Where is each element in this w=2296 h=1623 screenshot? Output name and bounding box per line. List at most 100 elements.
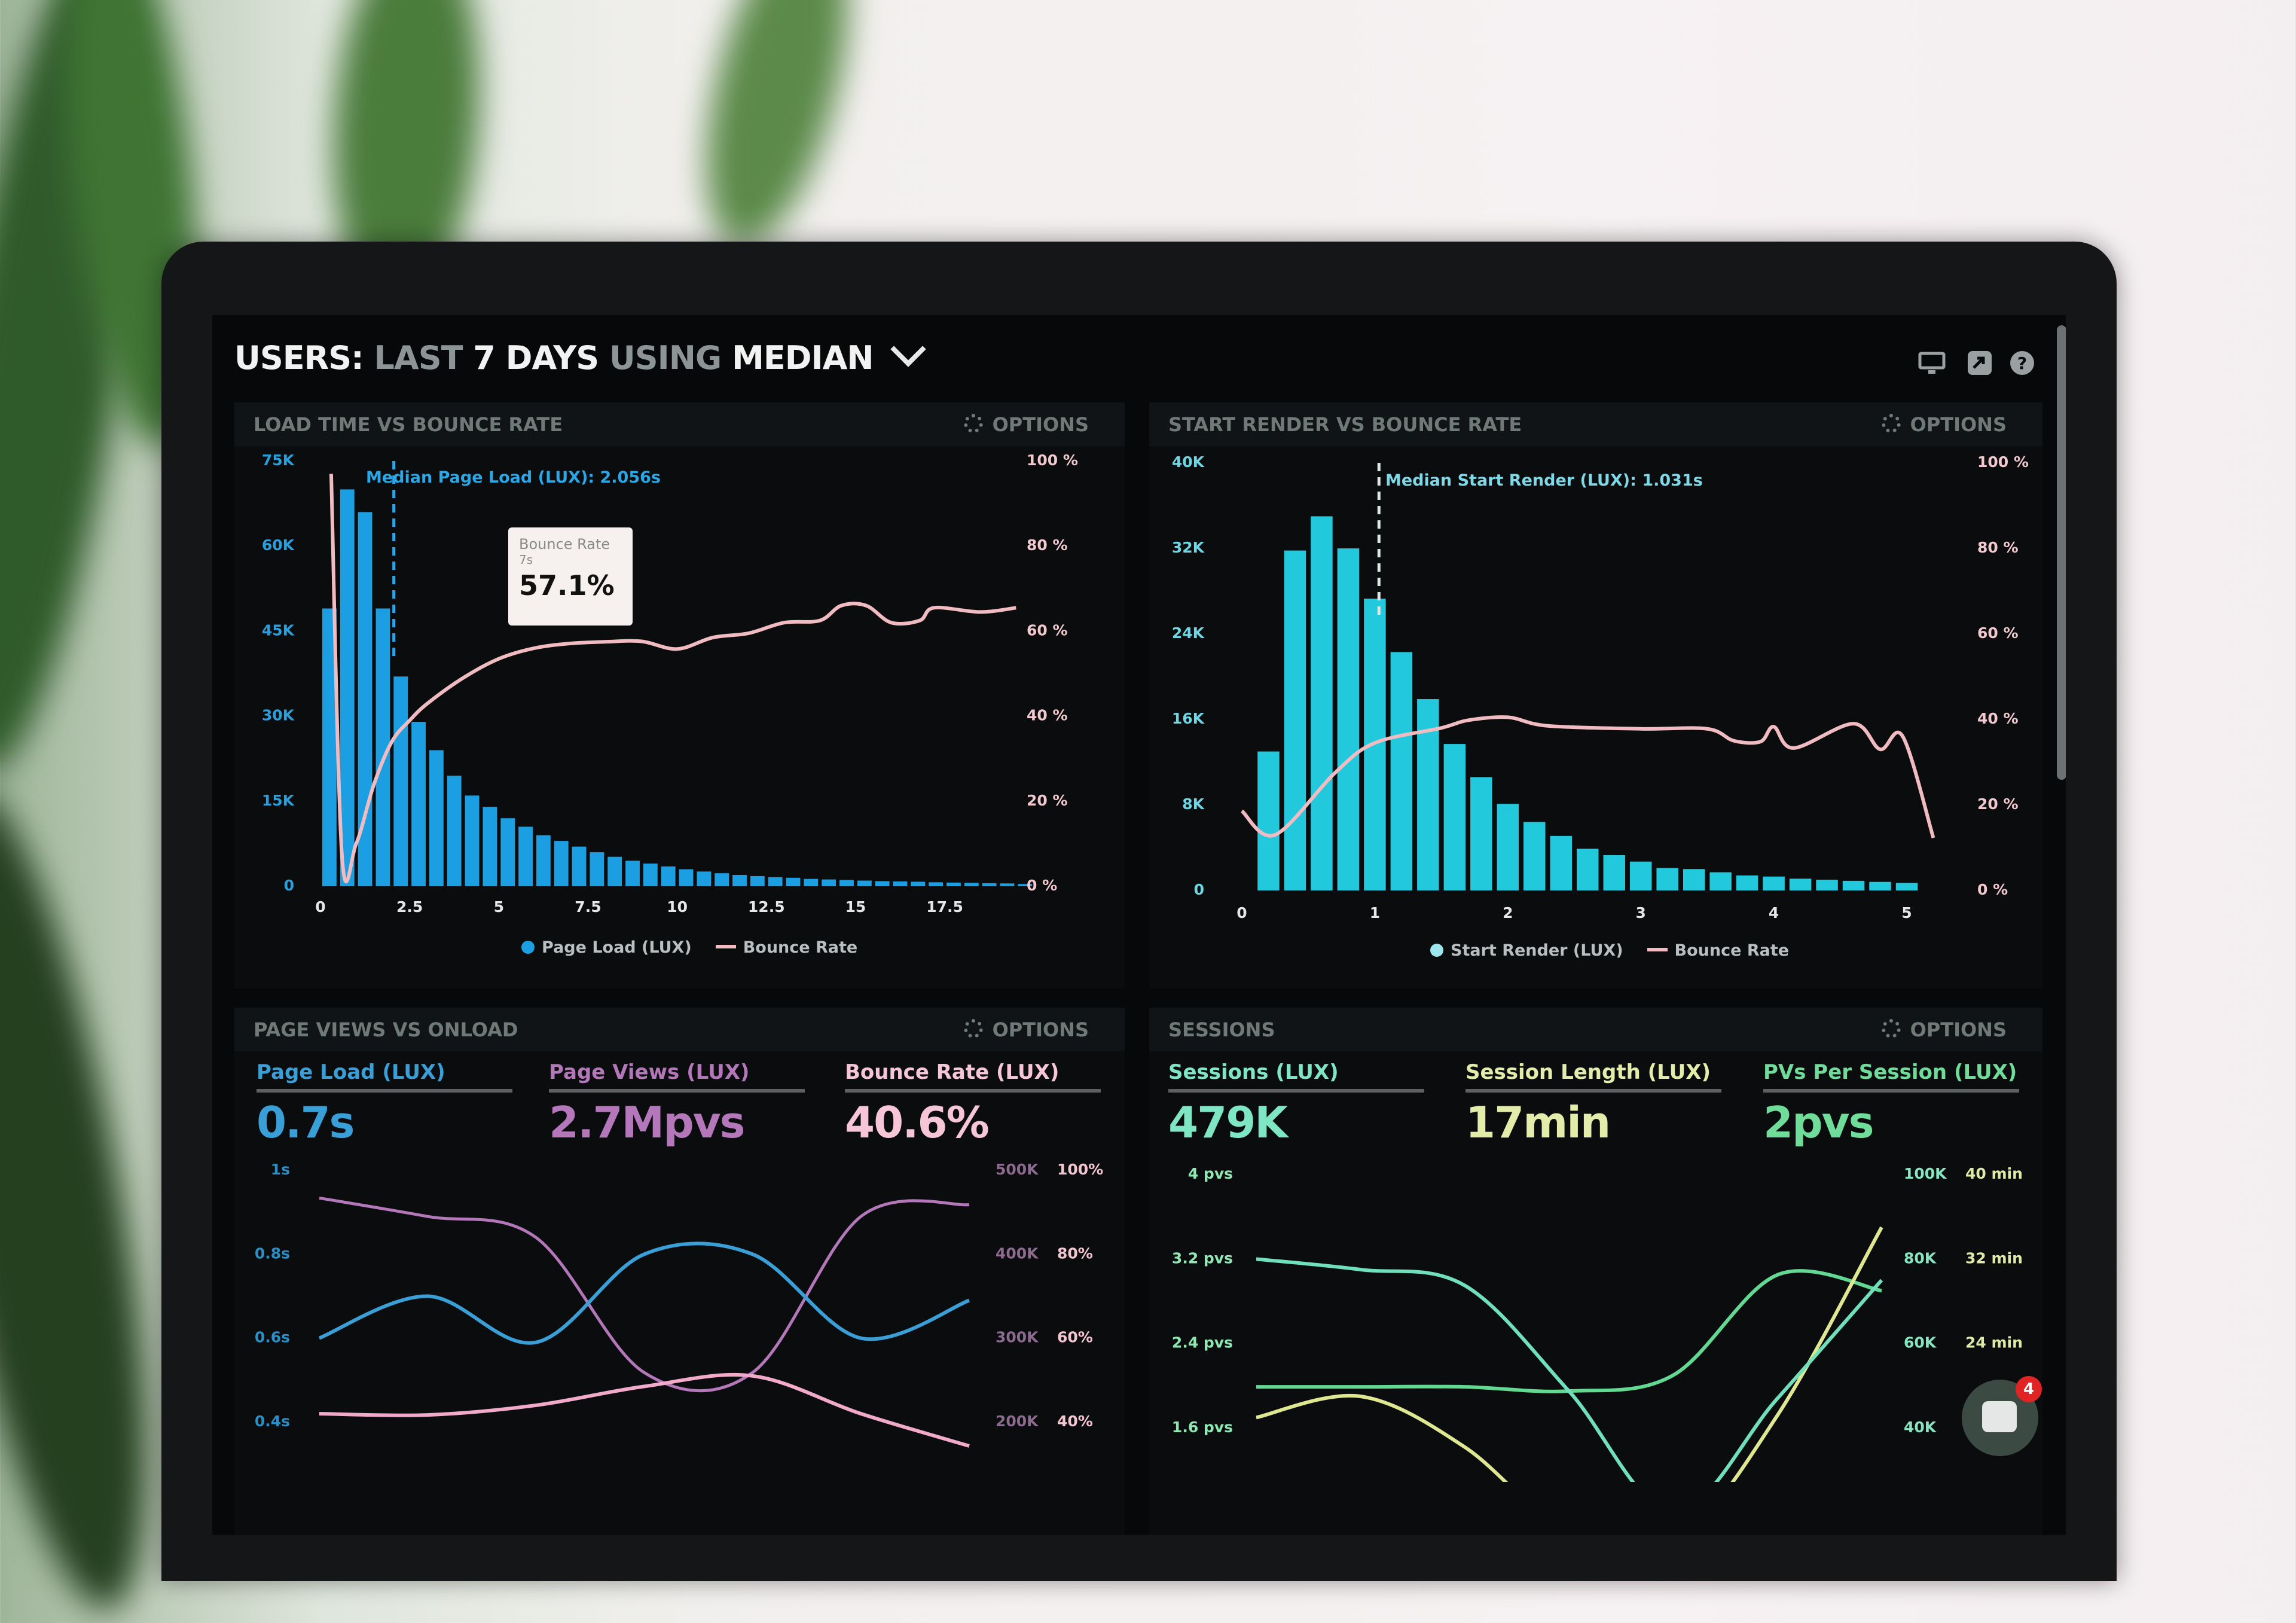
monitor-icon[interactable] bbox=[1918, 349, 1946, 377]
histogram-bar[interactable] bbox=[607, 856, 622, 886]
chat-button[interactable]: 4 bbox=[1962, 1376, 2042, 1456]
histogram-bar[interactable] bbox=[1443, 744, 1466, 890]
help-icon[interactable]: ? bbox=[2008, 349, 2037, 377]
histogram-bar[interactable] bbox=[1656, 868, 1678, 890]
y2-axis-tick: 60 % bbox=[1977, 624, 2019, 642]
histogram-bar[interactable] bbox=[1550, 835, 1572, 890]
histogram-bar[interactable] bbox=[465, 795, 480, 886]
histogram-bar[interactable] bbox=[625, 861, 640, 886]
histogram-bar[interactable] bbox=[1257, 751, 1280, 890]
y2-axis-tick: 80 % bbox=[1027, 536, 1068, 554]
histogram-bar[interactable] bbox=[1789, 878, 1812, 890]
plant-leaf bbox=[679, 0, 876, 261]
chart-legend: Page Load (LUX) Bounce Rate bbox=[521, 938, 857, 957]
histogram-bar[interactable] bbox=[1709, 872, 1732, 890]
histogram-bar[interactable] bbox=[483, 807, 497, 886]
scrollbar[interactable] bbox=[2057, 325, 2066, 780]
title-users: USERS: bbox=[234, 339, 364, 377]
histogram-bar[interactable] bbox=[590, 852, 604, 886]
histogram-bar[interactable] bbox=[1497, 804, 1519, 890]
histogram-bar[interactable] bbox=[875, 881, 890, 886]
histogram-bar[interactable] bbox=[1337, 548, 1360, 890]
histogram-bar[interactable] bbox=[857, 880, 872, 886]
y-axis-tick: 2.4 pvs bbox=[1172, 1334, 1233, 1352]
pvs-per-session-line bbox=[1256, 1269, 1882, 1393]
histogram-bar[interactable] bbox=[322, 608, 337, 886]
histogram-bar[interactable] bbox=[964, 883, 979, 886]
histogram-bar[interactable] bbox=[536, 835, 551, 886]
histogram-bar[interactable] bbox=[679, 869, 694, 886]
options-button[interactable]: OPTIONS bbox=[963, 413, 1089, 436]
histogram-bar[interactable] bbox=[1629, 861, 1652, 890]
histogram-bar[interactable] bbox=[804, 878, 819, 886]
histogram-bar[interactable] bbox=[929, 882, 944, 886]
histogram-bar[interactable] bbox=[572, 846, 587, 886]
y3-axis-tick: 24 min bbox=[1965, 1334, 2023, 1352]
histogram-bar[interactable] bbox=[732, 875, 747, 886]
kpi-value: 479K bbox=[1168, 1097, 1288, 1148]
options-button[interactable]: OPTIONS bbox=[1881, 413, 2007, 436]
histogram-bar[interactable] bbox=[1763, 876, 1785, 890]
kpi-label: Sessions (LUX) bbox=[1168, 1060, 1339, 1084]
page-title[interactable]: USERS: LAST 7 DAYS USING MEDIAN bbox=[234, 331, 927, 377]
chevron-down-icon[interactable] bbox=[890, 331, 927, 367]
legend-item-start-render[interactable]: Start Render (LUX) bbox=[1451, 941, 1623, 960]
legend-item-bounce-rate[interactable]: Bounce Rate bbox=[1674, 941, 1790, 960]
histogram-bar[interactable] bbox=[554, 841, 569, 886]
histogram-bar[interactable] bbox=[375, 608, 390, 886]
histogram-bar[interactable] bbox=[1284, 550, 1306, 890]
histogram-bar[interactable] bbox=[411, 722, 426, 886]
legend-item-page-load[interactable]: Page Load (LUX) bbox=[542, 938, 692, 957]
histogram-bar[interactable] bbox=[1523, 822, 1546, 890]
histogram-bar[interactable] bbox=[518, 826, 533, 886]
histogram-bar[interactable] bbox=[1816, 880, 1838, 890]
options-button[interactable]: OPTIONS bbox=[1881, 1018, 2007, 1041]
histogram-bar[interactable] bbox=[715, 873, 729, 886]
histogram-bar[interactable] bbox=[982, 883, 997, 886]
options-button[interactable]: OPTIONS bbox=[963, 1018, 1089, 1041]
y2-axis-tick: 60 % bbox=[1027, 621, 1068, 639]
x-axis-tick: 5 bbox=[1901, 904, 1912, 922]
legend-item-bounce-rate[interactable]: Bounce Rate bbox=[743, 938, 858, 957]
histogram-bar[interactable] bbox=[893, 881, 908, 886]
y2-axis-tick: 80 % bbox=[1977, 539, 2019, 556]
histogram-bar[interactable] bbox=[1000, 883, 1015, 886]
histogram-bar[interactable] bbox=[1683, 869, 1705, 890]
panel-header: SESSIONS OPTIONS bbox=[1149, 1008, 2042, 1051]
histogram-bar[interactable] bbox=[358, 512, 373, 886]
x-axis-tick: 10 bbox=[667, 898, 688, 916]
histogram-bar[interactable] bbox=[1311, 516, 1333, 890]
histogram-bar[interactable] bbox=[1018, 884, 1033, 886]
share-icon[interactable] bbox=[1965, 349, 1994, 377]
histogram-bar[interactable] bbox=[500, 818, 515, 886]
histogram-bar[interactable] bbox=[1470, 777, 1492, 890]
histogram-bar[interactable] bbox=[1603, 855, 1625, 890]
histogram-bar[interactable] bbox=[768, 877, 783, 886]
histogram-bar[interactable] bbox=[1895, 883, 1918, 890]
histogram-bar[interactable] bbox=[1577, 849, 1599, 890]
histogram-bar[interactable] bbox=[697, 871, 712, 886]
histogram-bar[interactable] bbox=[822, 879, 836, 886]
histogram-bar[interactable] bbox=[750, 875, 765, 886]
histogram-bar[interactable] bbox=[643, 864, 658, 886]
histogram-bar[interactable] bbox=[1736, 875, 1758, 890]
histogram-bar[interactable] bbox=[1390, 652, 1413, 890]
histogram-bar[interactable] bbox=[429, 750, 444, 886]
x-axis-tick: 5 bbox=[494, 898, 504, 916]
panel-header: LOAD TIME VS BOUNCE RATE OPTIONS bbox=[234, 402, 1125, 446]
histogram-bar[interactable] bbox=[661, 866, 676, 886]
histogram-bar[interactable] bbox=[839, 880, 854, 886]
histogram-bar[interactable] bbox=[1842, 880, 1865, 890]
y-axis-tick: 1.6 pvs bbox=[1172, 1418, 1233, 1436]
chat-icon bbox=[1982, 1401, 2017, 1432]
histogram-bar[interactable] bbox=[1869, 881, 1891, 890]
histogram-bar[interactable] bbox=[447, 776, 462, 886]
legend-dot bbox=[1430, 944, 1443, 957]
y2-axis-tick: 300K bbox=[996, 1329, 1039, 1346]
histogram-bar[interactable] bbox=[947, 882, 961, 886]
histogram-bar[interactable] bbox=[911, 881, 926, 886]
histogram-bar[interactable] bbox=[393, 676, 408, 886]
histogram-bar[interactable] bbox=[340, 489, 355, 886]
histogram-bar[interactable] bbox=[786, 877, 801, 886]
y3-axis-tick: 80% bbox=[1057, 1244, 1093, 1262]
